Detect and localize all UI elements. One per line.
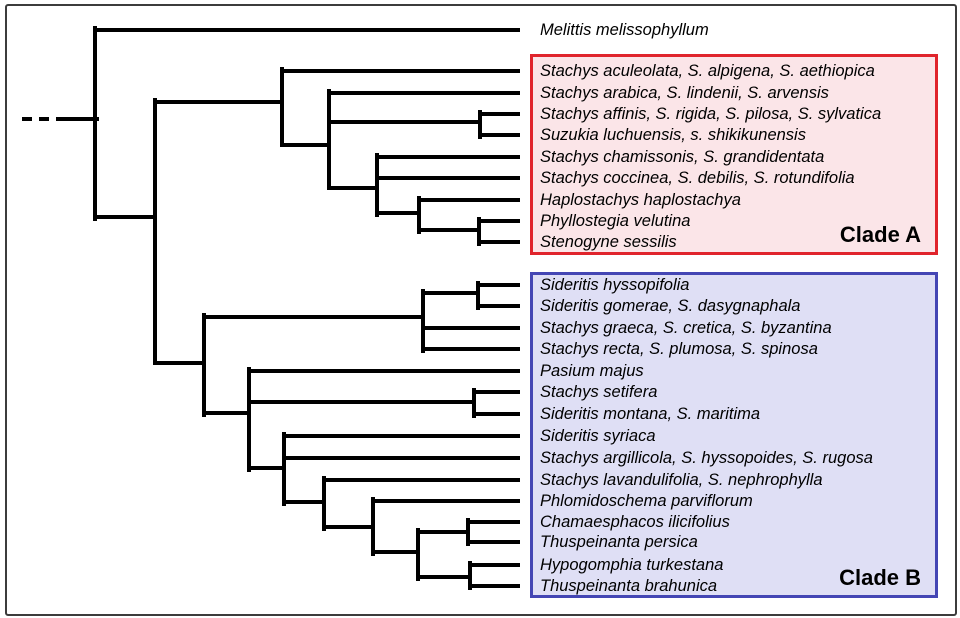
taxon-label: Chamaesphacos ilicifolius [540,513,730,531]
taxon-label: Stachys arabica, S. lindenii, S. arvensi… [540,84,829,102]
taxon-label: Stachys affinis, S. rigida, S. pilosa, S… [540,105,882,123]
taxon-label: Stachys coccinea, S. debilis, S. rotundi… [540,169,855,187]
clade-b-label: Clade B [839,565,921,590]
taxon-label: Stachys aculeolata, S. alpigena, S. aeth… [540,62,875,80]
taxon-label: Pasium majus [540,362,644,380]
taxon-label: Thuspeinanta persica [540,533,698,551]
taxon-label: Phlomidoschema parviflorum [540,492,753,510]
taxon-label: Stachys chamissonis, S. grandidentata [540,148,825,166]
clade-b-box: Clade B [530,272,938,598]
taxon-label: Suzukia luchuensis, s. shikikunensis [540,126,806,144]
taxon-label: Phyllostegia velutina [540,212,691,230]
taxon-label: Sideritis hyssopifolia [540,276,690,294]
taxon-label: Sideritis syriaca [540,427,656,445]
clade-a-label: Clade A [839,222,921,247]
taxon-label: Sideritis montana, S. maritima [540,405,761,423]
taxon-label: Stenogyne sessilis [540,233,677,251]
taxon-label: Stachys argillicola, S. hyssopoides, S. … [540,449,873,467]
taxon-label: Thuspeinanta brahunica [540,577,718,595]
taxon-label: Haplostachys haplostachya [540,191,741,209]
taxon-label: Stachys graeca, S. cretica, S. byzantina [540,319,832,337]
taxon-label: Stachys recta, S. plumosa, S. spinosa [540,340,818,358]
outgroup-taxon-label: Melittis melissophyllum [540,21,709,39]
taxon-label: Stachys lavandulifolia, S. nephrophylla [540,471,823,489]
taxon-label: Sideritis gomerae, S. dasygnaphala [540,297,801,315]
taxon-label: Hypogomphia turkestana [540,556,724,574]
clade-a-box: Clade A [530,54,938,255]
taxon-label: Stachys setifera [540,383,658,401]
